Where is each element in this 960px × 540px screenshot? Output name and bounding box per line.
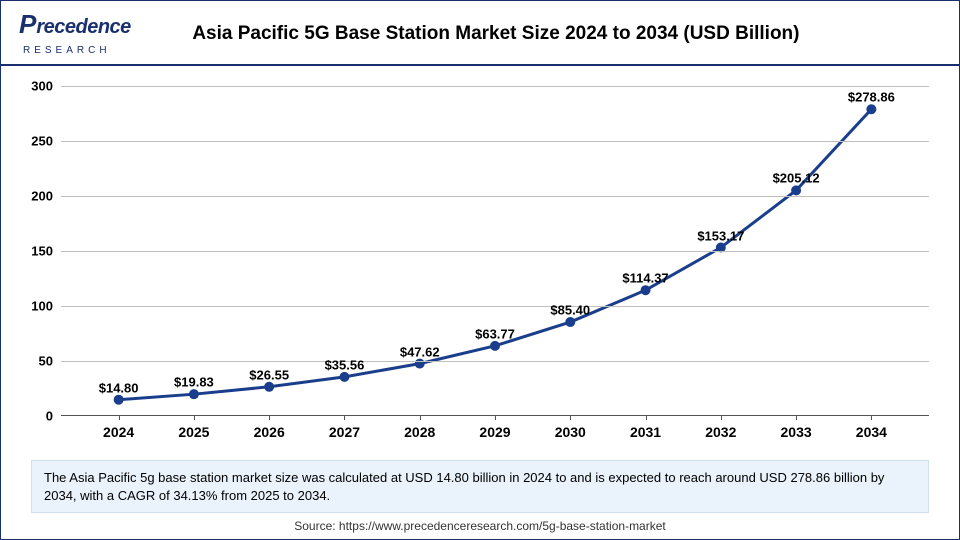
plot-region: 0501001502002503002024202520262027202820…: [61, 86, 929, 416]
data-label: $35.56: [325, 357, 365, 372]
data-point: [791, 185, 801, 195]
y-tick-label: 150: [31, 244, 53, 259]
data-point: [114, 395, 124, 405]
gridline: [61, 196, 929, 197]
data-label: $26.55: [249, 367, 289, 382]
data-label: $114.37: [622, 271, 668, 286]
data-point: [565, 317, 575, 327]
caption-text: The Asia Pacific 5g base station market …: [44, 470, 884, 503]
x-tick-label: 2030: [555, 424, 586, 440]
chart-title: Asia Pacific 5G Base Station Market Size…: [131, 23, 941, 45]
data-label: $153.17: [697, 228, 744, 243]
data-label: $278.86: [848, 90, 895, 105]
x-tick-label: 2025: [178, 424, 209, 440]
data-label: $47.62: [400, 344, 440, 359]
gridline: [61, 361, 929, 362]
gridline: [61, 141, 929, 142]
x-tick-label: 2027: [329, 424, 360, 440]
y-tick-label: 250: [31, 134, 53, 149]
x-tick: [721, 415, 722, 420]
series-line: [119, 109, 872, 399]
x-tick-label: 2032: [705, 424, 736, 440]
gridline: [61, 86, 929, 87]
y-tick-label: 200: [31, 189, 53, 204]
x-tick: [495, 415, 496, 420]
x-tick: [420, 415, 421, 420]
x-tick-label: 2024: [103, 424, 134, 440]
x-tick: [871, 415, 872, 420]
caption-box: The Asia Pacific 5g base station market …: [31, 460, 929, 513]
data-point: [339, 372, 349, 382]
data-point: [641, 285, 651, 295]
header: Precedence RESEARCH Asia Pacific 5G Base…: [1, 1, 959, 66]
x-tick-label: 2031: [630, 424, 661, 440]
data-label: $14.80: [99, 380, 139, 395]
x-tick: [269, 415, 270, 420]
x-tick: [119, 415, 120, 420]
x-tick: [344, 415, 345, 420]
source-text: Source: https://www.precedenceresearch.c…: [1, 519, 959, 533]
y-tick-label: 0: [46, 409, 53, 424]
data-label: $19.83: [174, 375, 214, 390]
logo-text: Precedence RESEARCH: [19, 9, 131, 58]
x-tick: [194, 415, 195, 420]
y-tick-label: 50: [39, 354, 53, 369]
x-tick-label: 2028: [404, 424, 435, 440]
data-point: [264, 382, 274, 392]
x-tick-label: 2033: [781, 424, 812, 440]
data-label: $63.77: [475, 326, 515, 341]
chart-frame: Precedence RESEARCH Asia Pacific 5G Base…: [0, 0, 960, 540]
x-tick-label: 2034: [856, 424, 887, 440]
data-point: [866, 104, 876, 114]
x-tick: [646, 415, 647, 420]
x-tick: [570, 415, 571, 420]
data-label: $85.40: [550, 303, 590, 318]
data-point: [189, 389, 199, 399]
logo: Precedence RESEARCH: [19, 9, 131, 58]
x-tick-label: 2026: [254, 424, 285, 440]
gridline: [61, 306, 929, 307]
x-tick: [796, 415, 797, 420]
y-tick-label: 300: [31, 79, 53, 94]
y-tick-label: 100: [31, 299, 53, 314]
chart-area: 0501001502002503002024202520262027202820…: [61, 86, 929, 446]
x-tick-label: 2029: [479, 424, 510, 440]
gridline: [61, 251, 929, 252]
data-point: [490, 341, 500, 351]
data-label: $205.12: [773, 171, 820, 186]
